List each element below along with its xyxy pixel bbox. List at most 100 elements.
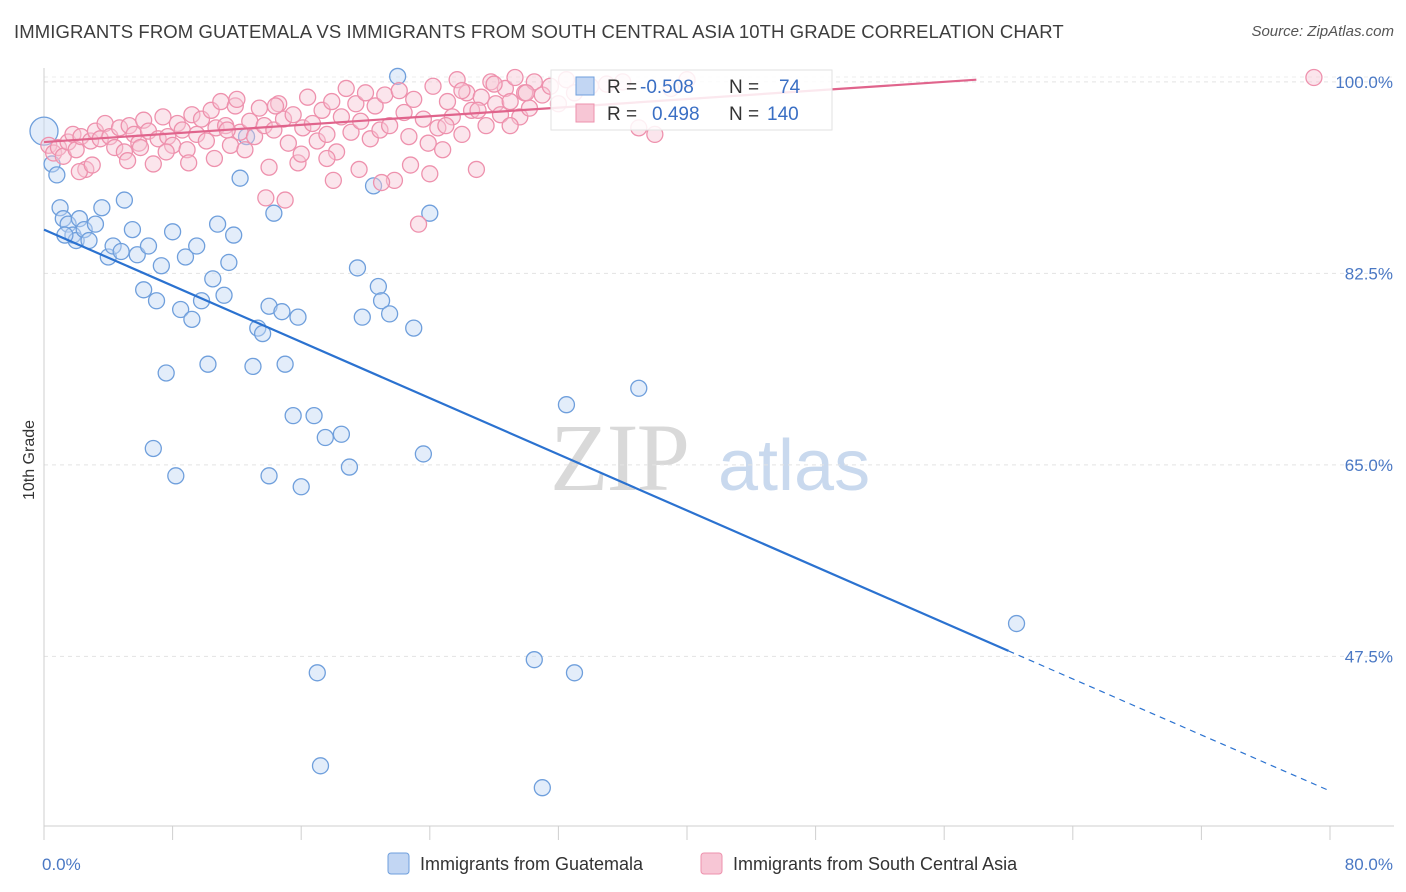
guatemala-point-23	[157, 364, 175, 382]
guatemala-point-54	[348, 259, 367, 277]
guatemala-point-11	[86, 215, 105, 233]
guatemala-point-27	[183, 310, 201, 328]
south-central-asia-point-36	[212, 92, 230, 111]
south-central-asia-point-33	[197, 132, 216, 150]
south-central-asia-point-80	[424, 77, 442, 95]
south-central-asia-point-114	[1305, 68, 1323, 87]
south-central-asia-point-51	[284, 106, 302, 124]
south-central-asia-point-133	[292, 145, 310, 163]
axes	[43, 68, 1394, 840]
south-central-asia-point-139	[485, 75, 503, 93]
guatemala-point-61	[405, 319, 423, 337]
chart-title: IMMIGRANTS FROM GUATEMALA VS IMMIGRANTS …	[14, 21, 1064, 42]
guatemala-point-8	[70, 210, 89, 228]
south-central-asia-point-117	[228, 90, 246, 109]
south-central-asia-point-1	[44, 144, 63, 162]
south-central-asia-point-95	[496, 79, 515, 98]
south-central-asia-point-59	[323, 92, 341, 111]
guatemala-point-12	[93, 199, 111, 217]
guatemala-point-15	[112, 242, 130, 261]
source-credit: Source: ZipAtlas.com	[1251, 23, 1394, 40]
legend-label-south-central-asia: Immigrants from South Central Asia	[733, 854, 1018, 874]
south-central-asia-point-96	[501, 92, 519, 111]
south-central-asia-point-71	[380, 117, 399, 135]
guatemala-point-48	[305, 406, 323, 425]
south-central-asia-point-124	[501, 117, 519, 135]
south-central-asia-point-45	[255, 117, 273, 135]
south-central-asia-point-69	[371, 121, 389, 139]
south-central-asia-point-44	[250, 99, 269, 117]
guatemala-point-50	[316, 428, 334, 447]
south-central-asia-point-73	[390, 81, 408, 100]
south-central-asia-point-58	[318, 125, 336, 144]
south-central-asia-point-31	[188, 125, 206, 144]
south-central-asia-point-136	[401, 156, 420, 174]
south-central-asia-point-41	[236, 141, 254, 159]
y-tick-label-1: 65.0%	[1345, 456, 1393, 475]
south-central-asia-point-72	[385, 171, 404, 190]
south-central-asia-point-22	[144, 155, 162, 173]
guatemala-point-46	[289, 308, 307, 326]
south-central-asia-point-135	[350, 160, 368, 179]
guatemala-point-25	[171, 300, 190, 319]
y-tick-label-0: 47.5%	[1345, 647, 1393, 666]
series-guatemala-points	[29, 67, 1026, 797]
y-tick-label-3: 100.0%	[1335, 73, 1393, 92]
south-central-asia-point-90	[472, 88, 490, 106]
guatemala-point-30	[199, 355, 217, 373]
south-central-asia-point-54	[298, 88, 317, 106]
south-central-asia-point-130	[205, 149, 224, 168]
legend-label-guatemala: Immigrants from Guatemala	[420, 854, 644, 874]
south-central-asia-point-127	[83, 156, 101, 174]
guatemala-point-2	[48, 166, 66, 184]
guatemala-point-41	[260, 297, 278, 315]
guatemala-point-58	[372, 292, 391, 310]
x-tick-label-0: 0.0%	[42, 855, 81, 874]
legend-r-value-0: -0.508	[640, 77, 694, 98]
guatemala-point-20	[139, 237, 158, 255]
guatemala-point-19	[135, 281, 153, 299]
south-central-asia-point-89	[467, 160, 486, 179]
south-central-asia-point-50	[279, 134, 297, 152]
south-central-asia-point-134	[318, 149, 336, 168]
guatemala-point-69	[557, 396, 576, 414]
guatemala-point-35	[225, 226, 243, 244]
legend-n-key-1: N =	[729, 104, 759, 125]
south-central-asia-point-39	[226, 97, 244, 115]
south-central-asia-point-46	[260, 158, 278, 176]
guatemala-trend-line-extension	[1008, 650, 1331, 792]
south-central-asia-point-78	[414, 110, 433, 128]
south-central-asia-point-132	[266, 97, 285, 115]
guatemala-point-45	[284, 406, 302, 425]
guatemala-point-66	[260, 467, 278, 485]
south-central-asia-point-115	[118, 152, 137, 170]
south-central-asia-point-85	[448, 71, 466, 89]
y-tick-labels: 47.5% 65.0% 82.5% 100.0%	[1335, 73, 1393, 667]
guatemala-point-59	[380, 305, 399, 323]
guatemala-point-17	[123, 220, 142, 239]
guatemala-point-28	[188, 237, 206, 255]
south-central-asia-point-74	[395, 103, 413, 122]
guatemala-point-64	[144, 439, 162, 458]
guatemala-point-53	[340, 458, 359, 476]
guatemala-point-43	[273, 303, 291, 321]
south-central-asia-point-129	[157, 143, 175, 161]
legend-r-value-1: 0.498	[652, 104, 700, 125]
guatemala-point-72	[1007, 614, 1026, 633]
south-central-asia-point-2	[49, 138, 68, 157]
guatemala-point-18	[128, 246, 146, 264]
legend-r-key-1: R =	[607, 104, 637, 125]
south-central-asia-point-138	[453, 81, 471, 100]
guatemala-point-55	[353, 308, 371, 326]
south-central-asia-point-14	[106, 138, 124, 157]
watermark-zip: ZIP	[550, 404, 688, 511]
legend-r-key-0: R =	[607, 77, 637, 98]
south-central-asia-point-24	[154, 108, 172, 126]
guatemala-point-33	[215, 286, 233, 304]
guatemala-point-47	[292, 478, 310, 496]
south-central-asia-point-122	[437, 117, 455, 135]
south-central-asia-point-76	[405, 90, 423, 109]
south-central-asia-point-64	[347, 95, 365, 113]
south-central-asia-point-97	[506, 68, 524, 87]
